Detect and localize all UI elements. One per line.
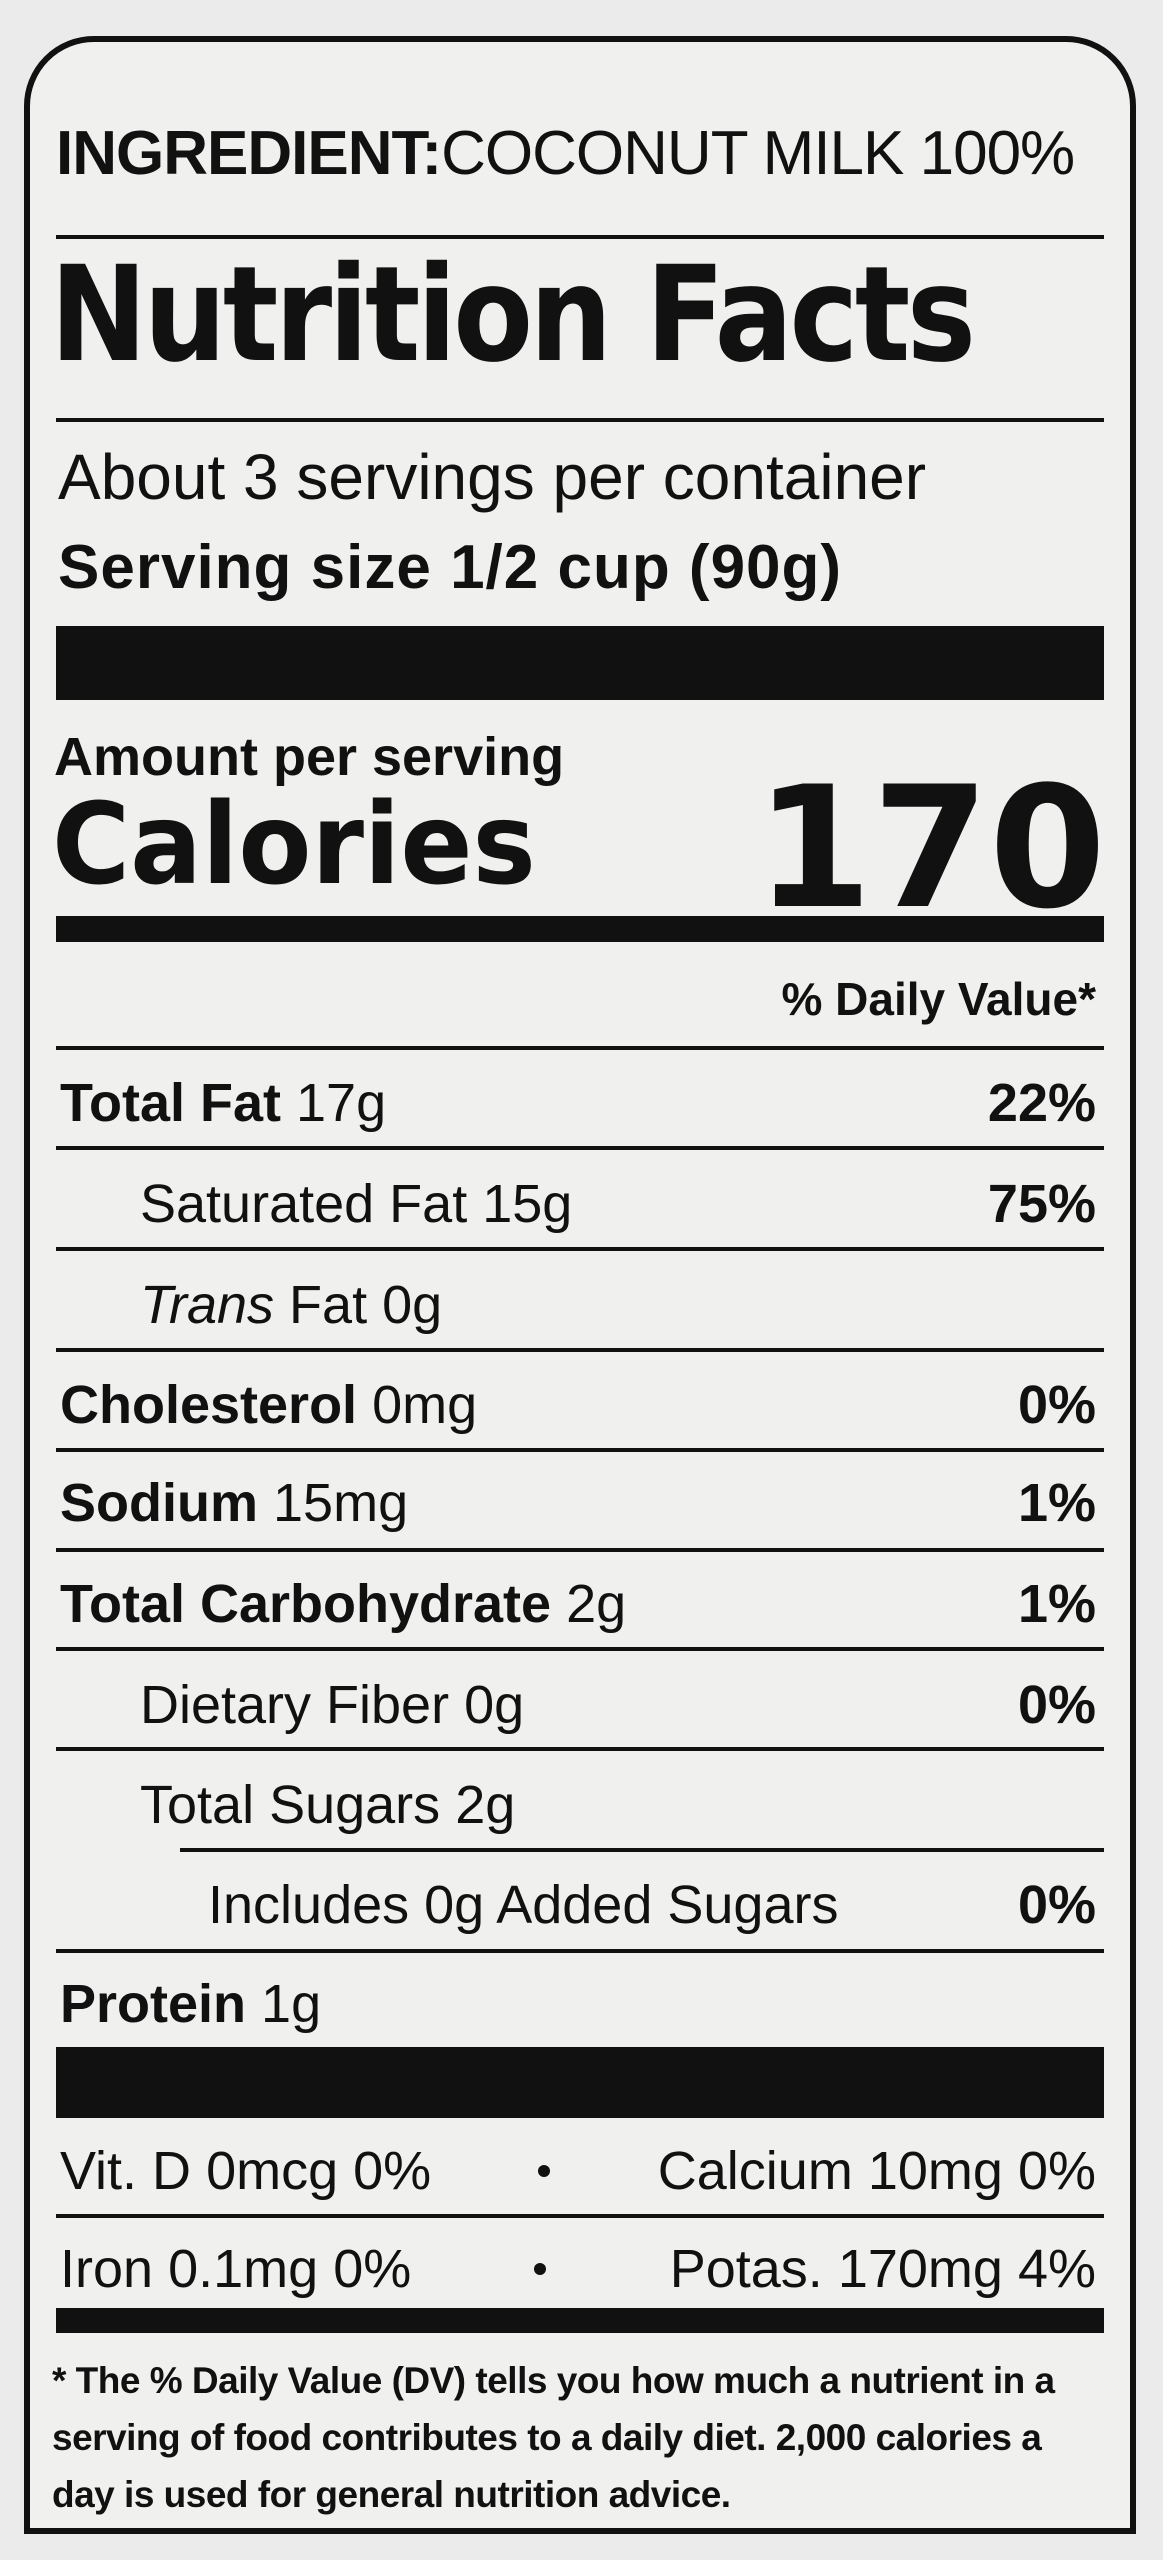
nutrient-name: Dietary Fiber (140, 1675, 450, 1735)
nutrient-amount: 15g (482, 1174, 573, 1234)
nutrition-label: INGREDIENT:COCONUT MILK 100% Nutrition F… (24, 36, 1136, 2534)
daily-value-header: % Daily Value* (781, 973, 1097, 1025)
rule (56, 2214, 1104, 2218)
nutrient-row: Total Fat 17g 22% (60, 1058, 1096, 1148)
calories-value: 170 (755, 750, 1106, 946)
nutrient-row: Trans Fat 0g (140, 1260, 1096, 1350)
vitamin-row: Iron 0.1mg 0% Potas. 170mg 4% (60, 2224, 1096, 2314)
rule (56, 1647, 1104, 1651)
rule (56, 418, 1104, 422)
nutrient-row: Total Sugars 2g (140, 1760, 1096, 1850)
nutrient-amount: 0mg (372, 1375, 478, 1435)
nutrient-dv: 22% (987, 1073, 1096, 1133)
nutrient-name: Total Fat (60, 1073, 281, 1133)
nutrient-name: Total Carbohydrate (60, 1574, 552, 1634)
calories-label: Calories (52, 780, 536, 910)
nutrient-dv: 0% (1017, 1875, 1096, 1935)
title: Nutrition Facts (50, 238, 976, 392)
nutrient-dv: 0% (1017, 1675, 1096, 1735)
ingredient-label: INGREDIENT: (56, 119, 442, 188)
thick-bar (56, 916, 1104, 942)
rule (56, 1348, 1104, 1352)
separator-dot (538, 2165, 551, 2177)
nutrient-amount: 1g (261, 1974, 322, 2034)
vitamin-amount: 0.1mg (168, 2239, 319, 2299)
vitamin-dv: 0% (1017, 2141, 1096, 2201)
nutrient-row: Sodium 15mg 1% (60, 1458, 1096, 1548)
nutrient-amount: 2g (566, 1574, 627, 1634)
nutrient-name: Total Sugars (140, 1775, 441, 1835)
amount-per-serving: Amount per serving (54, 727, 565, 787)
thick-bar (56, 626, 1104, 700)
rule (56, 1448, 1104, 1452)
rule (56, 1046, 1104, 1050)
vitamin-name: Vit. D (60, 2141, 192, 2201)
nutrient-name-italic: Trans (140, 1275, 275, 1335)
vitamin-name: Calcium (657, 2141, 853, 2201)
nutrient-name: Saturated Fat (140, 1174, 468, 1234)
vitamin-row: Vit. D 0mcg 0% Calcium 10mg 0% (60, 2126, 1096, 2216)
nutrient-row: Protein 1g (60, 1959, 1096, 2049)
rule (56, 1548, 1104, 1552)
nutrient-row: Saturated Fat 15g 75% (140, 1159, 1096, 1249)
vitamin-dv: 0% (353, 2141, 432, 2201)
vitamin-name: Potas. (669, 2239, 823, 2299)
vitamin-dv: 0% (333, 2239, 412, 2299)
nutrient-amount: 2g (455, 1775, 516, 1835)
footnote: * The % Daily Value (DV) tells you how m… (52, 2360, 1055, 2515)
rule (56, 1146, 1104, 1150)
serving-size-value: 1/2 cup (90g) (450, 533, 843, 602)
nutrient-amount: 0g (382, 1275, 443, 1335)
nutrient-amount: 0g (464, 1675, 525, 1735)
vitamin-amount: 0mcg (206, 2141, 339, 2201)
serving-size-label: Serving size (58, 533, 432, 602)
nutrient-dv: 75% (987, 1174, 1096, 1234)
nutrient-name: Fat (289, 1275, 368, 1335)
serving-size: Serving size 1/2 cup (90g) (58, 532, 842, 603)
vitamin-name: Iron (60, 2239, 154, 2299)
nutrient-row: Dietary Fiber 0g 0% (140, 1660, 1096, 1750)
rule (56, 235, 1104, 239)
thick-bar (56, 2047, 1104, 2118)
vitamin: Potas. 170mg 4% (670, 2238, 1096, 2300)
nutrient-dv: 0% (1017, 1375, 1096, 1435)
rule (56, 1747, 1104, 1751)
nutrient-row: Total Carbohydrate 2g 1% (60, 1559, 1096, 1649)
nutrient-dv: 1% (1017, 1574, 1096, 1634)
thick-bar (56, 2308, 1104, 2333)
vitamin-amount: 170mg (837, 2239, 1003, 2299)
nutrient-name: Protein (60, 1974, 247, 2034)
ingredient-value: COCONUT MILK 100% (441, 119, 1075, 188)
ingredient: INGREDIENT:COCONUT MILK 100% (56, 118, 1104, 189)
nutrient-row: Cholesterol 0mg 0% (60, 1360, 1096, 1450)
nutrient-amount: 17g (296, 1073, 387, 1133)
nutrient-dv: 1% (1017, 1473, 1096, 1533)
rule (56, 1949, 1104, 1953)
vitamin-amount: 10mg (867, 2141, 1003, 2201)
nutrient-amount: 15mg (273, 1473, 409, 1533)
rule (56, 1247, 1104, 1251)
vitamin: Calcium 10mg 0% (658, 2140, 1096, 2202)
added-sugars: Includes 0g Added Sugars (208, 1875, 839, 1935)
servings: About 3 servings per container (58, 441, 927, 513)
separator-dot (534, 2263, 547, 2275)
vitamin-dv: 4% (1017, 2239, 1096, 2299)
nutrient-name: Cholesterol (60, 1375, 358, 1435)
vitamin: Iron 0.1mg 0% (60, 2238, 411, 2300)
nutrient-name: Sodium (60, 1473, 258, 1533)
vitamin: Vit. D 0mcg 0% (60, 2140, 431, 2202)
rule (180, 1848, 1104, 1852)
nutrient-row: Includes 0g Added Sugars 0% (208, 1860, 1096, 1950)
